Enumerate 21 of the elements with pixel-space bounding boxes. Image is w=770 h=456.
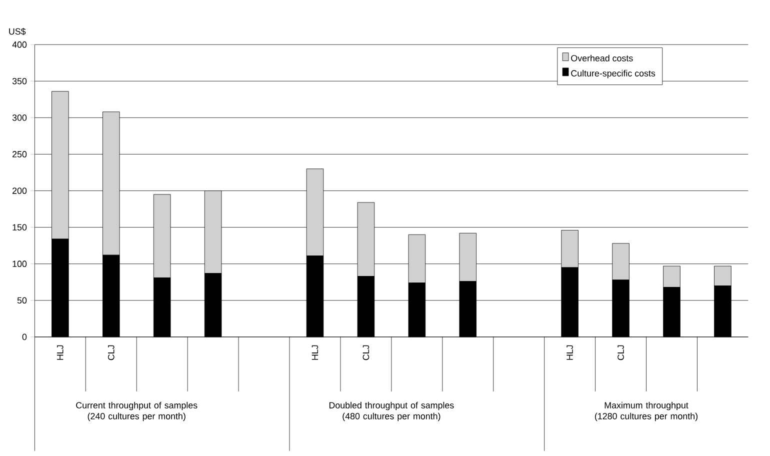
x-tick-label: CLJ — [108, 345, 114, 360]
x-tick-label: HLJ — [566, 345, 573, 360]
legend-label: Culture-specific costs — [571, 70, 656, 78]
legend-label: Overhead costs — [571, 54, 633, 62]
y-tick-label: 100 — [12, 260, 27, 268]
x-tick-label: CLJ — [362, 345, 370, 360]
x-tick-label: HLJ — [57, 345, 64, 360]
y-tick-label: 300 — [12, 114, 27, 121]
x-tick-label: CLJ — [618, 345, 624, 360]
y-tick-label: 200 — [12, 188, 27, 194]
text: Doubled throughput of samples (480 cultures per month) — [329, 402, 454, 422]
y-tick-label: 350 — [12, 78, 27, 84]
y-tick-label: 400 — [12, 42, 27, 48]
y-axis-title: US$ — [9, 28, 26, 36]
text: Maximum throughput (1280 cultures per month) — [595, 402, 698, 422]
text: Current throughput of samples (240 cultures per month) — [76, 402, 198, 422]
y-tick-label: 0 — [22, 334, 27, 340]
x-tick-label: HLJ — [312, 345, 318, 360]
y-tick-label: 50 — [17, 297, 27, 304]
y-tick-label: 250 — [12, 151, 27, 158]
y-tick-label: 150 — [12, 224, 27, 231]
